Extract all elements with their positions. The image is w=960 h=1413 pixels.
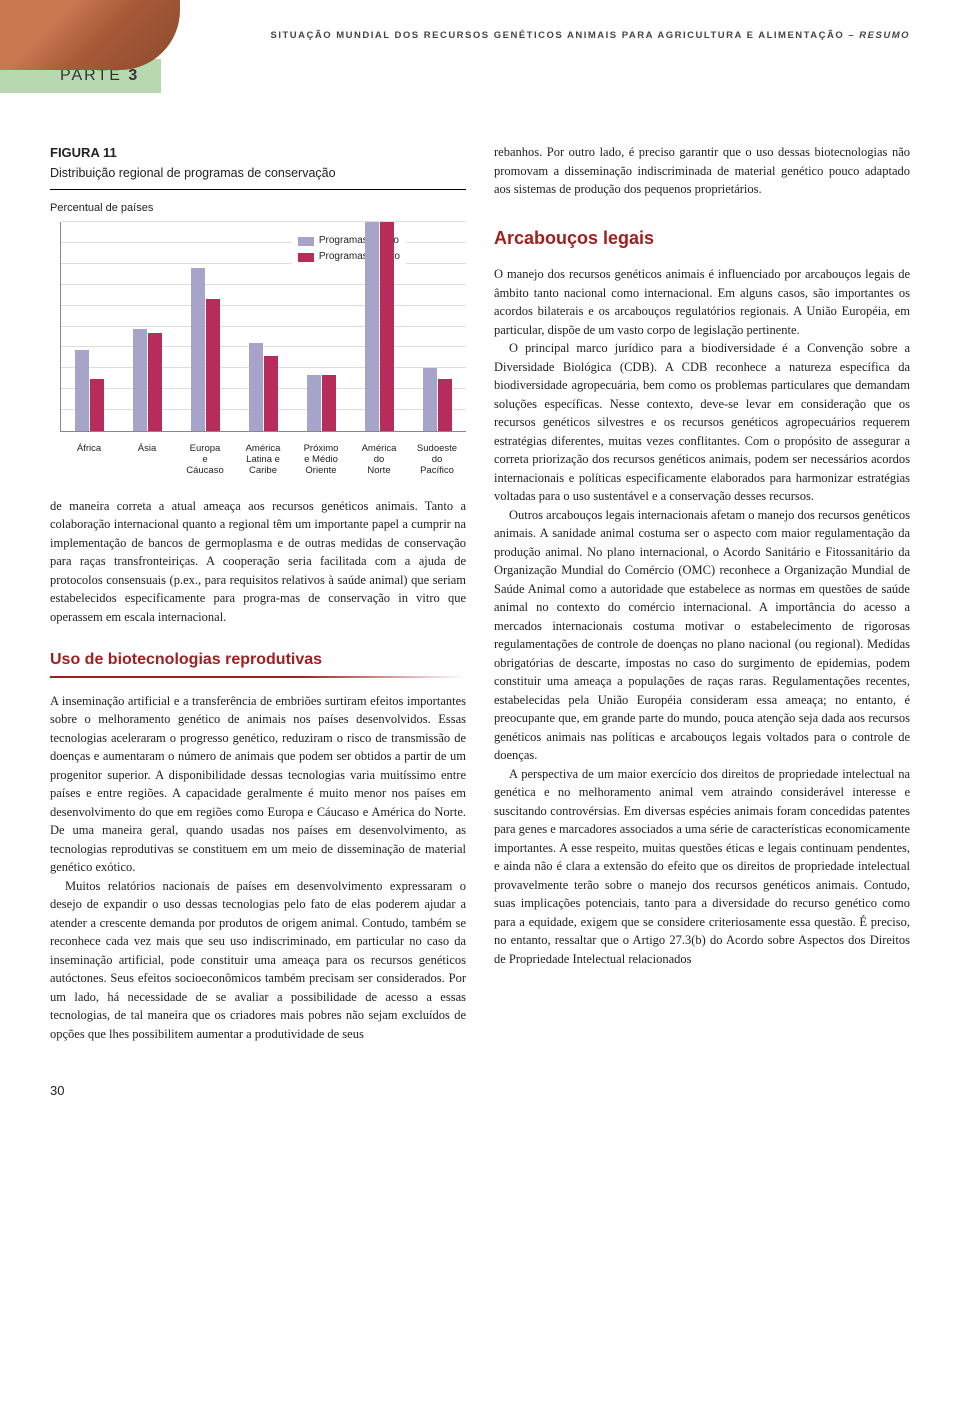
body-paragraph: Muitos relatórios nacionais de países em…: [50, 877, 466, 1044]
body-paragraph: A perspectiva de um maior exercício dos …: [494, 765, 910, 969]
bar-vivo: [365, 222, 379, 431]
bar-vitro: [206, 299, 220, 431]
x-label: AméricadoNorte: [350, 440, 408, 477]
bar-vitro: [380, 222, 394, 431]
bar-vitro: [90, 379, 104, 431]
x-axis-labels: ÁfricaÁsiaEuropaeCáucasoAméricaLatina eC…: [60, 440, 466, 477]
bar-group: [292, 222, 350, 431]
x-label: África: [60, 440, 118, 477]
x-label: Próximoe MédioOriente: [292, 440, 350, 477]
body-paragraph: rebanhos. Por outro lado, é preciso gara…: [494, 143, 910, 199]
x-label: SudoestedoPacífico: [408, 440, 466, 477]
figure-11: FIGURA 11 Distribuição regional de progr…: [50, 143, 466, 477]
x-label: EuropaeCáucaso: [176, 440, 234, 477]
bar-vitro: [264, 356, 278, 431]
body-paragraph: Outros arcabouços legais internacionais …: [494, 506, 910, 765]
bar-group: [350, 222, 408, 431]
left-column: FIGURA 11 Distribuição regional de progr…: [50, 143, 466, 1043]
body-paragraph: de maneira correta a atual ameaça aos re…: [50, 497, 466, 627]
section-title: Arcabouços legais: [494, 225, 910, 252]
bar-group: [235, 222, 293, 431]
body-paragraph: O manejo dos recursos genéticos animais …: [494, 265, 910, 339]
bar-vitro: [438, 379, 452, 431]
running-head-suffix: RESUMO: [859, 30, 910, 41]
x-label: AméricaLatina eCaribe: [234, 440, 292, 477]
bar-vivo: [191, 268, 205, 431]
bar-vivo: [75, 350, 89, 432]
figure-title: Distribuição regional de programas de co…: [50, 164, 466, 183]
heading-rule: [50, 676, 466, 678]
bar-chart: Programas in vivo Programas in vitro: [60, 222, 466, 432]
bar-group: [177, 222, 235, 431]
x-label: Ásia: [118, 440, 176, 477]
running-head-text: SITUAÇÃO MUNDIAL DOS RECURSOS GENÉTICOS …: [271, 30, 845, 41]
bar-vivo: [423, 368, 437, 431]
body-paragraph: O principal marco jurídico para a biodiv…: [494, 339, 910, 506]
bar-group: [61, 222, 119, 431]
figure-rule: [50, 189, 466, 190]
right-column: rebanhos. Por outro lado, é preciso gara…: [494, 143, 910, 1043]
figure-label: FIGURA 11: [50, 143, 466, 162]
bar-vivo: [133, 329, 147, 431]
section-heading: Uso de biotecnologias reprodutivas: [50, 648, 466, 672]
bar-group: [408, 222, 466, 431]
bar-vitro: [322, 375, 336, 431]
parte-number: 3: [128, 67, 139, 84]
bar-vivo: [307, 375, 321, 431]
bar-vivo: [249, 343, 263, 431]
bar-vitro: [148, 333, 162, 431]
bar-group: [119, 222, 177, 431]
body-paragraph: A inseminação artificial e a transferênc…: [50, 692, 466, 877]
corner-decoration: [0, 0, 180, 70]
figure-subtitle: Percentual de países: [50, 200, 466, 216]
page-number: 30: [50, 1083, 910, 1098]
bar-groups: [61, 222, 466, 431]
